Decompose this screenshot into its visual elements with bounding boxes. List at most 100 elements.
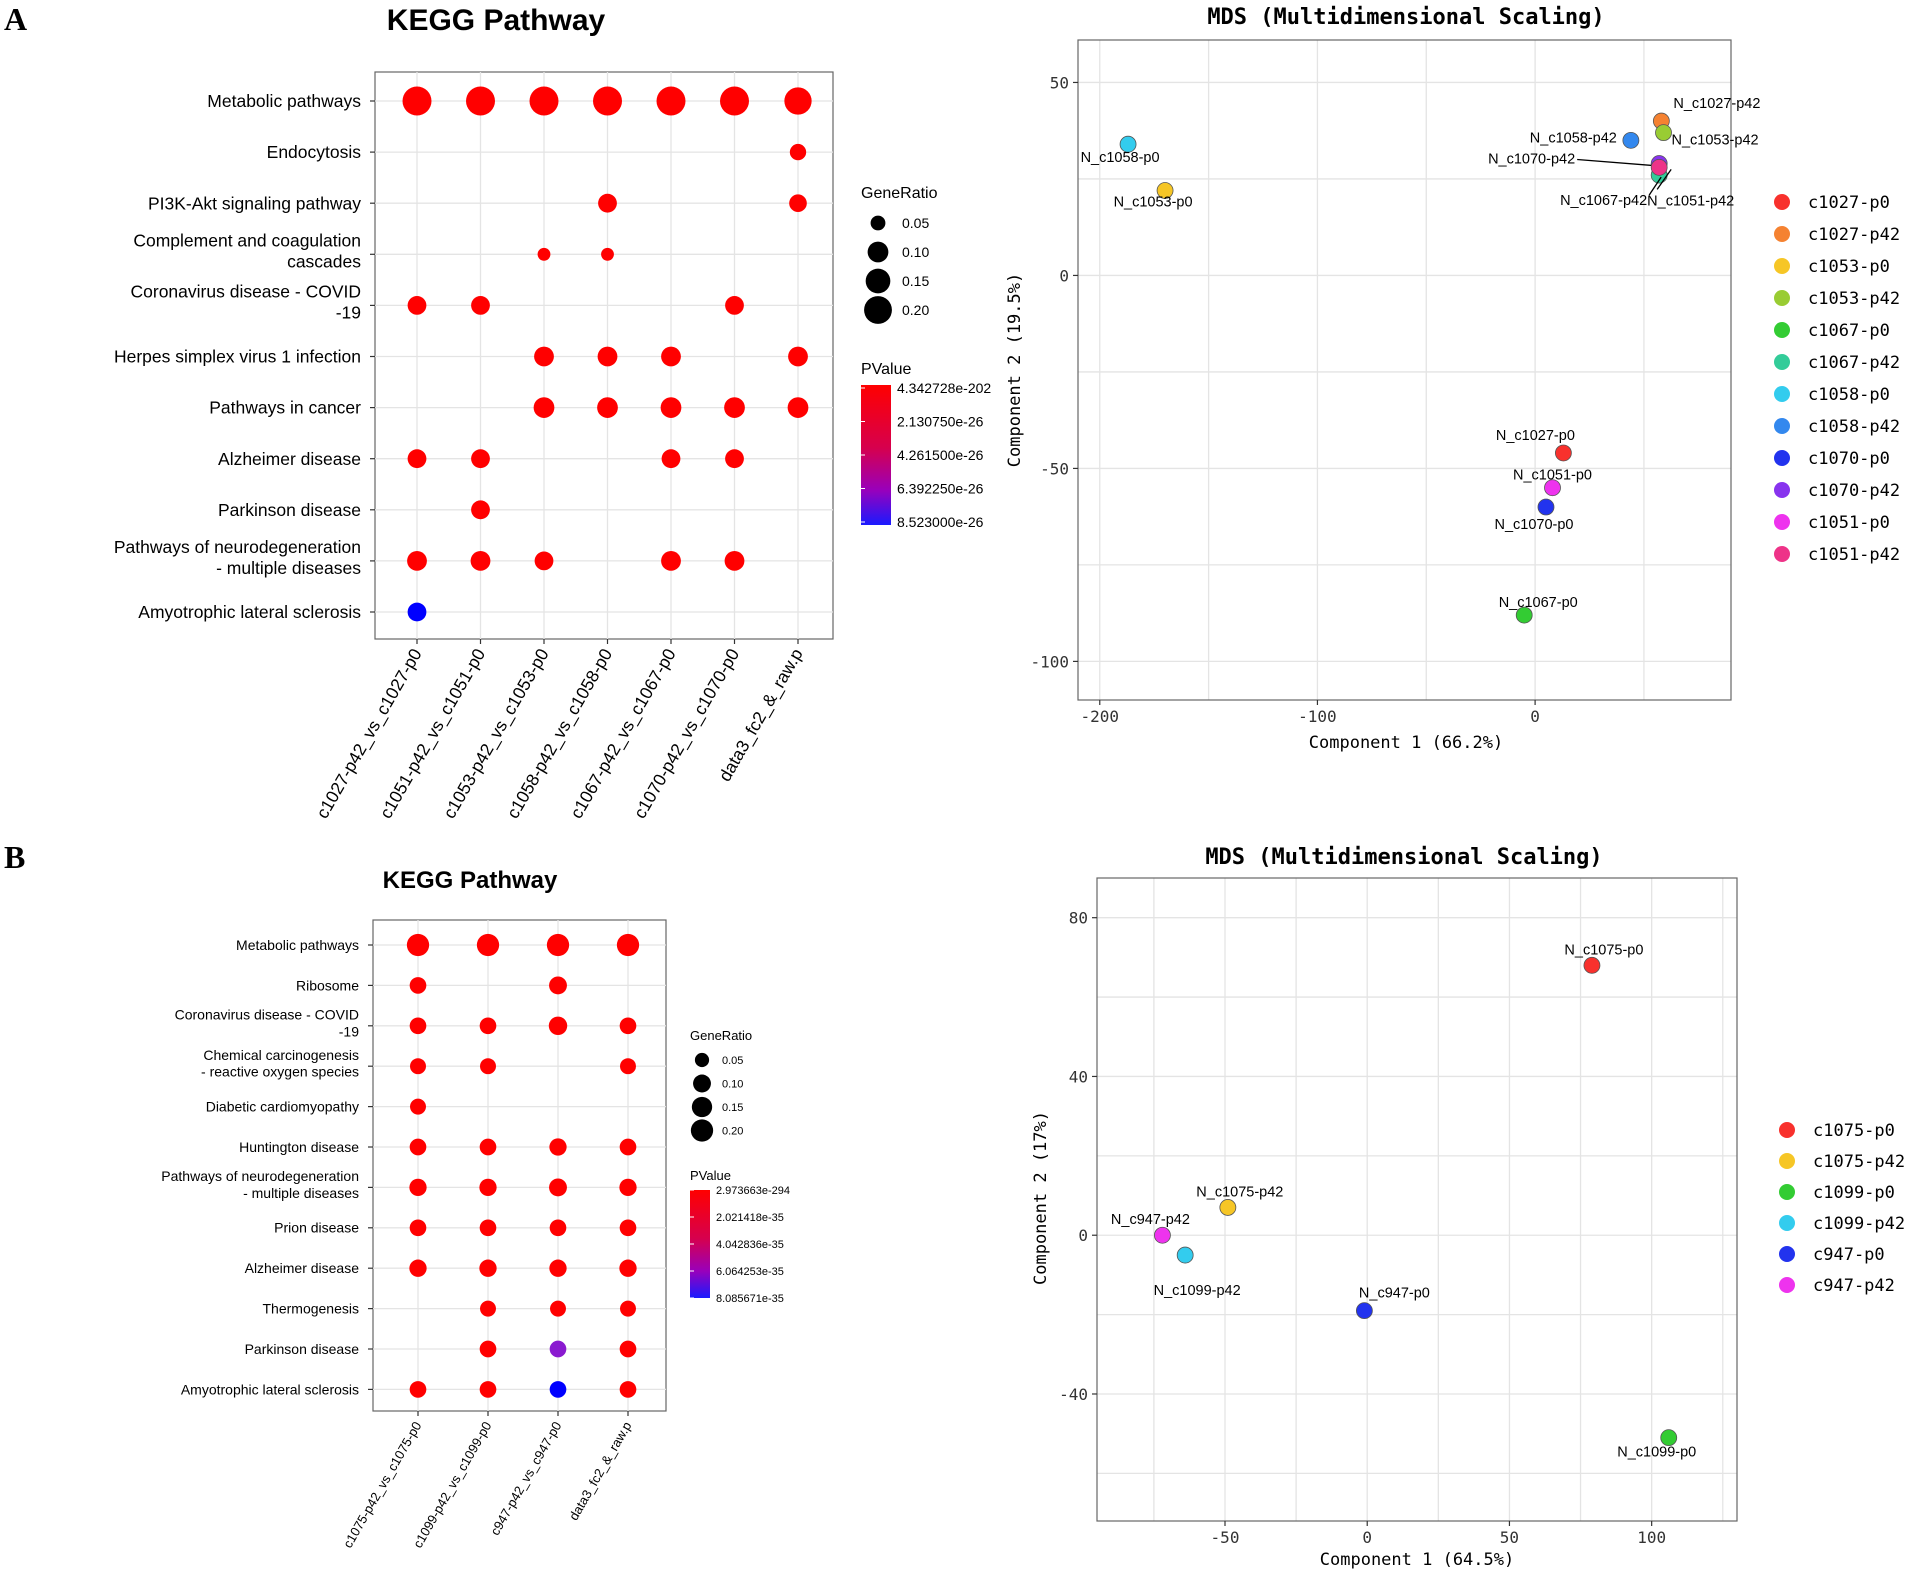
legend-label: c1075-p0 [1813,1121,1895,1141]
mds-point-label: N_c1075-p42 [1196,1184,1283,1200]
pvalue-legend-title: PValue [690,1168,731,1183]
dot-point [616,933,640,957]
dot-point [406,933,430,957]
size-legend-label: 0.15 [722,1102,743,1114]
dot-point [549,1219,567,1237]
dot-point [409,1259,427,1277]
dot-point [534,551,554,571]
dot-point [597,346,618,367]
legend-swatch [1774,546,1790,562]
pathway-label: Thermogenesis [263,1301,360,1317]
pathway-label: Coronavirus disease - COVID [175,1007,359,1023]
x-tick-label: -200 [1081,707,1120,726]
pvalue-legend-label: 2.021418e-35 [716,1212,784,1224]
legend-label: c1058-p0 [1808,385,1890,405]
size-legend-dot [694,1052,710,1068]
y-axis-label: Component 2 (17%) [1031,1111,1051,1285]
dot-point [620,1300,636,1317]
y-tick-label: 0 [1059,266,1069,285]
label-leader-line [1648,176,1662,196]
dot-point [407,602,427,622]
dot-point [471,296,490,315]
pathway-label: Complement and coagulation [133,230,361,250]
dot-point [409,1017,427,1035]
size-legend-label: 0.10 [902,244,929,260]
pathway-label: - reactive oxygen species [201,1064,359,1080]
dot-point [537,247,551,261]
dot-point [789,194,807,213]
mds-point-label: N_c1053-p42 [1672,133,1759,149]
pvalue-legend-label: 4.042836e-35 [716,1239,784,1251]
mds-point-label: N_c1099-p42 [1154,1283,1241,1299]
mds-point [1176,1246,1194,1264]
dot-point [549,1259,567,1277]
legend-label: c1027-p42 [1808,225,1900,245]
dot-point [661,346,681,367]
pvalue-legend-label: 4.342728e-202 [897,380,991,396]
size-legend-dot [691,1096,713,1118]
dot-point [407,296,427,315]
dot-point [550,1300,566,1317]
legend-label: c1053-p42 [1808,289,1900,309]
dot-point [724,397,745,418]
legend-label: c1070-p42 [1808,481,1900,501]
dot-point [788,346,808,367]
dot-point [549,1138,567,1156]
mds-point [1515,606,1533,624]
dot-point [619,1017,637,1035]
pathway-label: Herpes simplex virus 1 infection [114,347,361,367]
mds-point [1655,124,1672,142]
dot-point [620,1058,636,1075]
legend-swatch [1779,1215,1795,1231]
mds-scatter-a: MDS (Multidimensional Scaling) -200 -100 0… [1005,5,1900,753]
kegg-dotplot-a: KEGG Pathway Metabolic pathways Endocytos… [114,4,992,822]
legend-swatch [1779,1246,1795,1262]
legend-swatch [1779,1122,1795,1138]
plot-frame [372,919,667,1412]
dot-point [720,86,749,116]
legend-label: c1099-p42 [1813,1214,1905,1234]
dot-point [787,397,809,418]
kegg-dotplot-b: KEGG Pathway Metabolic pathways Ribosome C… [161,867,790,1550]
pathway-label: Metabolic pathways [236,937,359,953]
size-legend-label: 0.15 [902,273,929,289]
mds-point [1154,1226,1171,1244]
comparison-label: c947-p42_vs_c947-p0 [487,1419,564,1538]
size-legend-dot [870,215,886,231]
legend-swatch [1774,322,1790,338]
pathway-label: Pathways of neurodegeneration [114,537,361,557]
mds-point-label: N_c1075-p0 [1564,942,1643,958]
y-tick-label: -50 [1040,459,1069,478]
pathway-label: -19 [336,303,361,323]
dot-point [789,143,807,161]
mds-point [1219,1199,1237,1216]
pathway-label: - multiple diseases [243,1185,359,1201]
comparison-label: c1027-p42_vs_c1027-p0 [312,645,427,823]
pvalue-legend-label: 4.261500e-26 [897,447,984,463]
pathway-label: PI3K-Akt signaling pathway [148,193,361,213]
legend-swatch [1774,354,1790,370]
dot-point [466,86,495,116]
dot-point [410,1058,426,1075]
pvalue-colorbar [861,385,891,525]
pvalue-legend-label: 6.064253e-35 [716,1266,784,1278]
x-axis-label: Component 1 (66.2%) [1309,733,1503,753]
dot-point [479,1178,497,1197]
legend-label: c1067-p42 [1808,353,1900,373]
mds-point-label: N_c1070-p42 [1488,152,1575,168]
dot-point [784,87,812,115]
pathway-label: Parkinson disease [218,500,361,520]
pathway-label: Prion disease [274,1220,359,1236]
mds-point-label: N_c1027-p42 [1673,96,1760,112]
dot-point [725,449,744,469]
comparison-label: c1075-p42_vs_c1075-p0 [340,1419,425,1550]
dot-point [479,1138,497,1156]
dot-point [409,1219,427,1237]
size-legend-label: 0.20 [722,1125,743,1137]
dot-point [402,86,432,116]
pathway-label: Coronavirus disease - COVID [131,282,362,302]
x-axis-label: Component 1 (64.5%) [1320,1550,1514,1570]
mds-scatter-b: MDS (Multidimensional Scaling) -50 0 50 100… [1031,845,1905,1570]
dot-point [476,933,500,957]
